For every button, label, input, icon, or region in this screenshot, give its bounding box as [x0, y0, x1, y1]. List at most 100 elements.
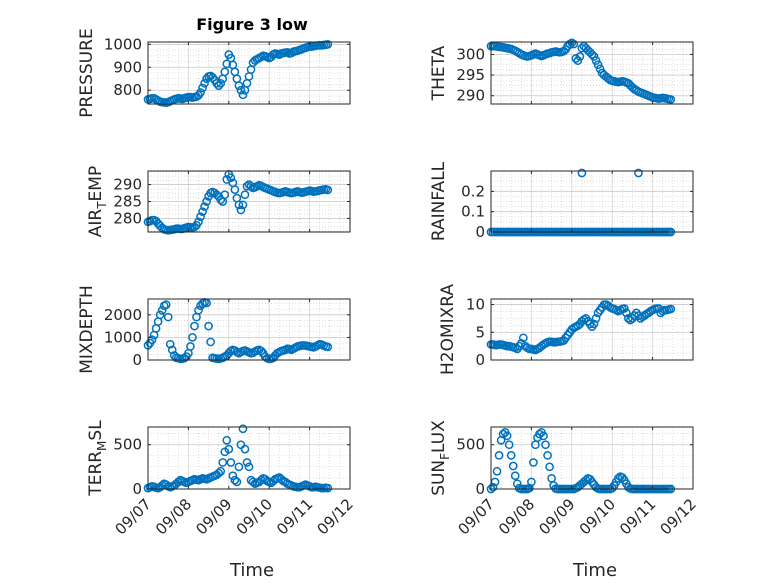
x-tick-label: 09/11 — [616, 495, 659, 538]
axes-frame — [147, 298, 351, 361]
data-point — [256, 346, 266, 356]
data-point — [535, 429, 544, 439]
y-tick-label: 300 — [456, 45, 485, 63]
axes-frame — [147, 426, 351, 490]
data-point — [200, 202, 209, 211]
data-point — [157, 305, 167, 315]
data-point — [234, 81, 244, 90]
data-point — [214, 468, 224, 478]
data-point — [155, 310, 165, 320]
data-point — [161, 300, 171, 309]
data-point — [200, 78, 209, 88]
subplot-rainfall: 0 0.1 0.2 RAINFALL — [429, 161, 694, 241]
data-point — [504, 440, 514, 450]
data-point — [323, 483, 333, 493]
y-tick-label: 0 — [475, 351, 485, 369]
data-point — [593, 60, 603, 70]
data-point — [543, 450, 552, 460]
data-point — [512, 479, 522, 489]
data-point — [246, 181, 256, 191]
y-axis-label: PRESSURE — [77, 28, 97, 117]
x-tick-label: 09/12 — [314, 495, 357, 538]
data-point — [202, 197, 211, 206]
data-point — [498, 429, 508, 439]
data-point — [323, 342, 333, 352]
data-point — [173, 477, 183, 487]
y-axis-label: SUNFLUX — [429, 420, 452, 496]
subplot-h2omixra: 0 5 10 H2OMIXRA — [438, 284, 694, 375]
data-point — [198, 207, 207, 217]
data-point — [575, 52, 585, 61]
data-point — [591, 314, 601, 323]
x-tick-label: 09/09 — [192, 495, 235, 538]
subplot-mixdepth: 0 1000 2000 MIXDEPTH — [77, 285, 351, 374]
series-markers — [486, 427, 676, 494]
y-tick-label: 285 — [113, 193, 142, 211]
x-tick-label: 09/09 — [535, 495, 578, 538]
series-markers — [143, 39, 333, 107]
data-point — [240, 444, 250, 454]
y-tick-label: 10 — [466, 296, 485, 314]
y-tick-label: 0 — [475, 223, 485, 241]
data-point — [204, 321, 213, 331]
y-tick-label: 0.2 — [461, 182, 485, 200]
x-tick-label: 09/08 — [152, 495, 195, 538]
data-point — [589, 52, 599, 61]
data-point — [587, 50, 597, 59]
data-point — [539, 431, 548, 441]
data-point — [234, 462, 244, 472]
y-tick-label: 290 — [113, 176, 142, 194]
data-point — [206, 337, 215, 347]
data-point — [323, 185, 333, 195]
data-point — [529, 458, 538, 467]
axes-frame — [147, 41, 351, 105]
figure-title: Figure 3 low — [196, 15, 308, 34]
data-point — [545, 462, 554, 472]
axes-frame — [490, 298, 694, 361]
data-point — [242, 458, 252, 467]
data-point — [510, 471, 520, 481]
y-tick-label: 0 — [132, 351, 142, 369]
data-point — [527, 477, 536, 487]
y-tick-label: 295 — [456, 66, 485, 84]
data-point — [621, 308, 631, 318]
y-axis-label: AIRTEMP — [86, 166, 109, 237]
axes-frame — [490, 41, 694, 105]
data-point — [518, 333, 528, 343]
data-point — [216, 466, 226, 476]
subplot-pressure: 800 900 1000 PRESSURE — [77, 28, 351, 118]
data-point — [222, 59, 232, 69]
y-tick-label: 900 — [113, 58, 142, 76]
data-point — [666, 95, 676, 104]
y-tick-label: 290 — [456, 87, 485, 105]
data-point — [502, 431, 512, 441]
data-point — [214, 81, 224, 90]
data-point — [236, 85, 246, 95]
data-point — [242, 181, 252, 191]
x-tick-label: 09/08 — [495, 495, 538, 538]
data-point — [595, 64, 605, 74]
data-point — [212, 78, 222, 88]
data-point — [218, 458, 228, 467]
y-tick-label: 2000 — [104, 306, 142, 324]
data-point — [230, 185, 240, 194]
y-tick-label: 5 — [475, 323, 485, 341]
data-point — [506, 450, 516, 460]
data-point — [541, 440, 550, 450]
data-point — [492, 466, 502, 476]
data-point — [238, 90, 248, 100]
x-tick-label: 09/07 — [112, 495, 155, 538]
data-point — [256, 475, 266, 485]
data-point — [591, 56, 601, 65]
y-axis-label: MIXDEPTH — [77, 285, 97, 374]
xlabel-right: Time — [572, 560, 617, 581]
data-point — [232, 477, 242, 487]
data-point — [220, 190, 230, 200]
data-point — [228, 471, 238, 481]
data-point — [222, 435, 232, 445]
data-point — [488, 482, 498, 492]
x-tick-label: 09/12 — [657, 495, 700, 538]
data-point — [230, 475, 240, 485]
